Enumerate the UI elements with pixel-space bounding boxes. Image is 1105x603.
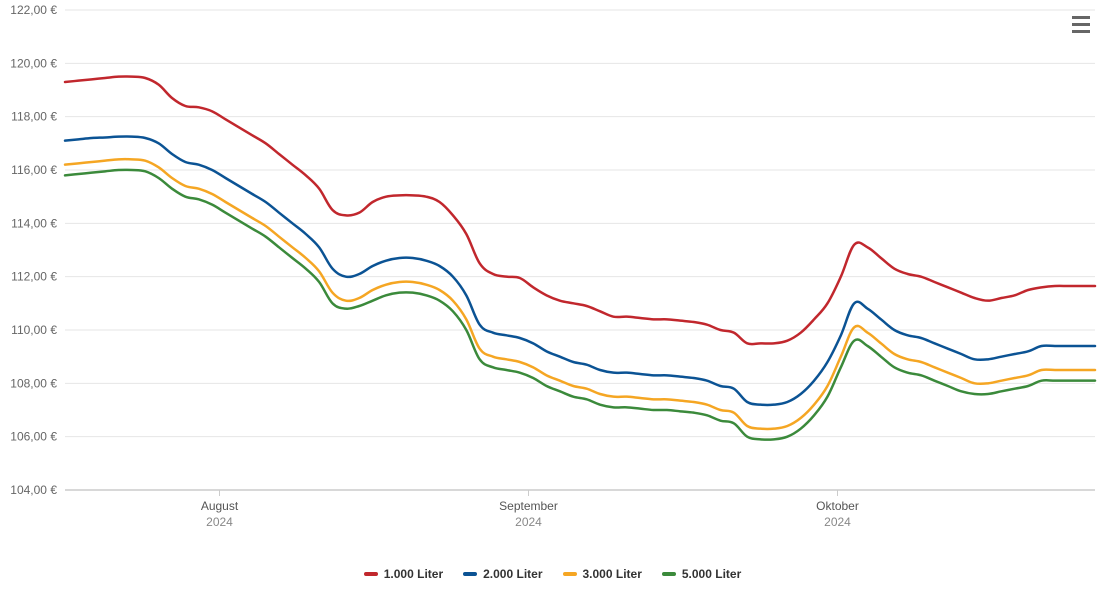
legend-label: 3.000 Liter: [583, 567, 642, 581]
y-axis-tick-label: 108,00 €: [10, 376, 57, 390]
legend-label: 5.000 Liter: [682, 567, 741, 581]
x-axis-tick-sublabel: 2024: [206, 515, 233, 529]
x-axis-tick-label: September: [499, 499, 558, 513]
y-axis-tick-label: 110,00 €: [11, 323, 57, 337]
legend-swatch: [563, 572, 577, 576]
legend-item-1[interactable]: 2.000 Liter: [463, 567, 542, 581]
y-axis-tick-label: 118,00 €: [11, 110, 57, 124]
chart-svg: 104,00 € 106,00 € 108,00 € 110,00 € 112,00 €…: [0, 0, 1105, 603]
legend-swatch: [662, 572, 676, 576]
price-chart: 104,00 € 106,00 € 108,00 € 110,00 € 112,00 €…: [0, 0, 1105, 603]
legend-item-3[interactable]: 5.000 Liter: [662, 567, 741, 581]
x-axis-tick-label: Oktober: [816, 499, 859, 513]
chart-legend: 1.000 Liter 2.000 Liter 3.000 Liter 5.000 L…: [0, 565, 1105, 581]
y-axis-tick-label: 116,00 €: [11, 163, 57, 177]
legend-swatch: [364, 572, 378, 576]
legend-label: 1.000 Liter: [384, 567, 443, 581]
y-axis-tick-label: 114,00 €: [11, 216, 57, 230]
series-line-2: [65, 159, 1095, 429]
legend-swatch: [463, 572, 477, 576]
x-axis-tick-sublabel: 2024: [515, 515, 542, 529]
y-axis-tick-label: 106,00 €: [10, 430, 57, 444]
series-line-1: [65, 137, 1095, 406]
x-axis-tick-sublabel: 2024: [824, 515, 851, 529]
x-axis-tick-label: August: [201, 499, 239, 513]
legend-label: 2.000 Liter: [483, 567, 542, 581]
legend-item-2[interactable]: 3.000 Liter: [563, 567, 642, 581]
y-axis-tick-label: 120,00 €: [10, 56, 57, 70]
y-axis-tick-label: 112,00 €: [11, 270, 57, 284]
legend-item-0[interactable]: 1.000 Liter: [364, 567, 443, 581]
y-axis-tick-label: 104,00 €: [10, 483, 57, 497]
y-axis-tick-label: 122,00 €: [10, 3, 57, 17]
chart-menu-button[interactable]: [1069, 12, 1093, 36]
